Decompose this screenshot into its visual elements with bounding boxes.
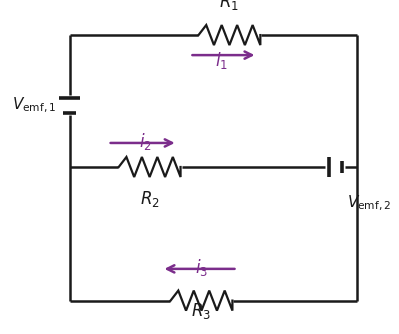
- Text: $i_3$: $i_3$: [195, 257, 208, 278]
- Text: $R_1$: $R_1$: [219, 0, 239, 12]
- Text: $i_2$: $i_2$: [139, 132, 152, 152]
- Text: $V_{\mathrm{emf,2}}$: $V_{\mathrm{emf,2}}$: [347, 194, 391, 213]
- Text: $R_2$: $R_2$: [140, 189, 160, 209]
- Text: $i_1$: $i_1$: [215, 50, 228, 70]
- Text: $R_3$: $R_3$: [192, 301, 211, 321]
- Text: $V_{\mathrm{emf,1}}$: $V_{\mathrm{emf,1}}$: [12, 96, 56, 115]
